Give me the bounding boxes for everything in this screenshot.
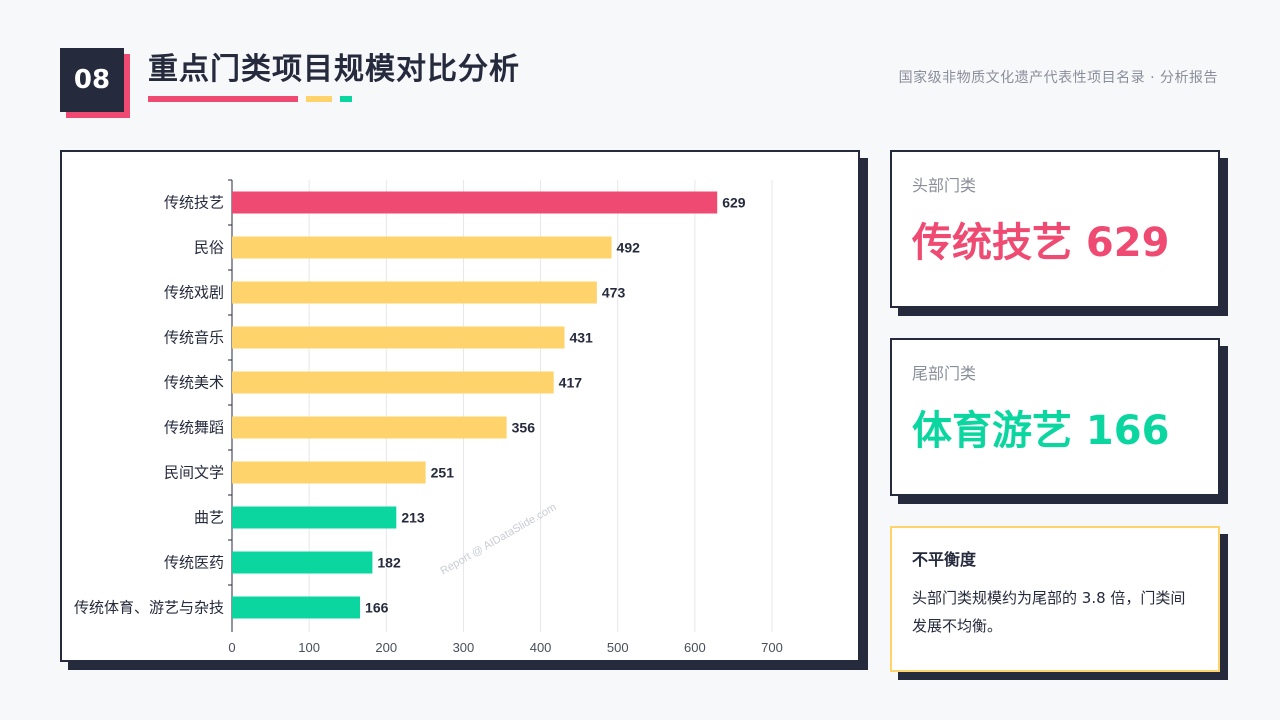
bar	[232, 326, 565, 349]
x-tick-label: 100	[298, 640, 320, 655]
note-text: 头部门类规模约为尾部的 3.8 倍，门类间发展不均衡。	[912, 589, 1186, 635]
x-tick-label: 700	[761, 640, 783, 655]
bottom-category-card: 尾部门类 体育游艺 166	[890, 338, 1220, 496]
title-underline-green	[340, 96, 352, 102]
y-category-label: 传统医药	[164, 554, 224, 572]
y-category-label: 传统体育、游艺与杂技	[74, 599, 224, 617]
title-underline-pink	[148, 96, 298, 102]
bar-value-label: 629	[722, 195, 746, 211]
x-tick-label: 0	[228, 640, 235, 655]
section-number-badge: 08	[60, 48, 130, 118]
report-subtitle: 国家级非物质文化遗产代表性项目名录 · 分析报告	[898, 70, 1218, 86]
chart-card: 0 100 200 300 400 500 600 700 传统技艺 629 民俗 492 传统戏剧 47…	[60, 150, 860, 662]
bar	[232, 236, 612, 259]
bottom-category-label: 尾部门类	[912, 364, 977, 383]
x-tick-label: 400	[530, 640, 552, 655]
imbalance-note-card: 不平衡度 头部门类规模约为尾部的 3.8 倍，门类间发展不均衡。	[890, 526, 1220, 672]
y-category-label: 传统戏剧	[164, 284, 224, 302]
title-underline-yellow	[306, 96, 332, 102]
bar	[232, 281, 597, 304]
bar	[232, 596, 361, 619]
top-category-value: 传统技艺 629	[912, 220, 1170, 266]
bar	[232, 191, 718, 214]
y-category-label: 曲艺	[194, 509, 224, 527]
bar-value-label: 182	[377, 555, 401, 571]
bar	[232, 416, 507, 439]
bar-value-label: 431	[569, 330, 593, 346]
top-category-label: 头部门类	[912, 176, 977, 195]
bar-value-label: 417	[559, 375, 583, 391]
y-category-label: 传统美术	[164, 374, 224, 392]
x-tick-label: 500	[607, 640, 629, 655]
bottom-category-value: 体育游艺 166	[912, 408, 1170, 454]
bar-chart: 0 100 200 300 400 500 600 700 传统技艺 629 民俗 492 传统戏剧 47…	[74, 179, 783, 655]
bar	[232, 461, 426, 484]
y-category-label: 传统技艺	[164, 194, 224, 212]
bar-value-label: 166	[365, 600, 389, 616]
y-category-label: 传统音乐	[164, 329, 224, 347]
x-tick-label: 600	[684, 640, 706, 655]
bar-value-label: 251	[431, 465, 455, 481]
bar-value-label: 356	[512, 420, 536, 436]
bar-value-label: 213	[401, 510, 425, 526]
bar-value-label: 492	[617, 240, 641, 256]
bar	[232, 371, 554, 394]
bar	[232, 551, 373, 574]
y-category-label: 传统舞蹈	[164, 419, 224, 437]
section-number: 08	[60, 48, 124, 112]
x-tick-label: 300	[453, 640, 475, 655]
page-title: 重点门类项目规模对比分析	[148, 52, 520, 87]
bar-value-label: 473	[602, 285, 626, 301]
bar	[232, 506, 397, 529]
note-title: 不平衡度	[912, 550, 977, 569]
y-category-label: 民间文学	[164, 464, 224, 482]
y-category-label: 民俗	[194, 239, 224, 257]
top-category-card: 头部门类 传统技艺 629	[890, 150, 1220, 308]
x-tick-label: 200	[375, 640, 397, 655]
